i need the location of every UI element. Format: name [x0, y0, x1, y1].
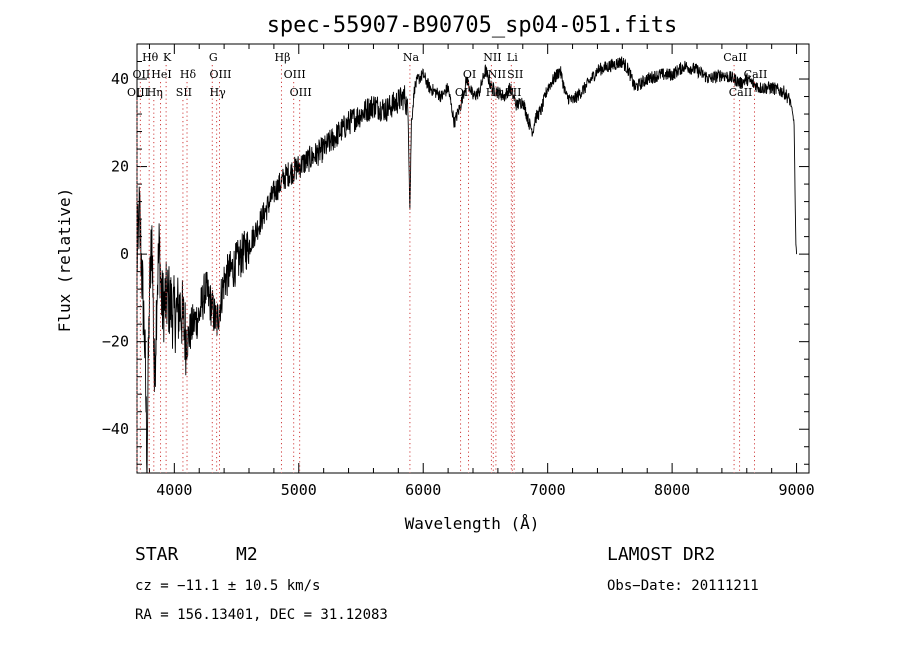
y-tick-label: 0	[120, 245, 129, 263]
survey-name: LAMOST DR2	[607, 544, 715, 565]
line-label-14: NII	[488, 68, 506, 81]
line-label-15: SII	[507, 68, 523, 81]
object-class: STAR	[135, 544, 179, 565]
chart-title: spec-55907-B90705_sp04-051.fits	[267, 13, 678, 38]
observation-date: Obs−Date: 20111211	[607, 578, 759, 594]
line-label-1: K	[163, 51, 172, 64]
spectrum-flux-line	[137, 56, 798, 473]
line-label-7: CaII	[723, 51, 747, 64]
y-tick-label: −20	[102, 333, 129, 351]
line-label-22: OI	[455, 86, 468, 99]
line-label-17: OIII	[127, 86, 149, 99]
redshift-readout: cz = −11.1 ± 10.5 km/s	[135, 578, 320, 594]
line-label-18: Hη	[147, 86, 163, 99]
x-axis-label: Wavelength (Å)	[405, 514, 540, 533]
line-label-4: Na	[403, 51, 420, 64]
line-label-0: Hθ	[142, 51, 159, 64]
line-label-10: Hδ	[180, 68, 197, 81]
line-label-13: OI	[463, 68, 476, 81]
x-tick-label: 9000	[778, 481, 814, 499]
x-tick-label: 4000	[156, 481, 192, 499]
line-label-6: Li	[507, 51, 518, 64]
plot-frame	[136, 43, 810, 474]
line-label-2: G	[209, 51, 218, 64]
line-label-23: Hα	[486, 86, 504, 99]
object-subclass: M2	[236, 544, 258, 565]
line-label-20: Hγ	[210, 86, 227, 99]
line-label-21: OIII	[290, 86, 312, 99]
x-tick-label: 6000	[405, 481, 441, 499]
y-axis-label: Flux (relative)	[55, 188, 74, 333]
line-label-25: CaII	[729, 86, 753, 99]
line-label-11: OIII	[209, 68, 231, 81]
x-tick-label: 5000	[281, 481, 317, 499]
y-tick-label: 20	[111, 158, 129, 176]
line-label-24: SII	[505, 86, 521, 99]
x-tick-label: 8000	[654, 481, 690, 499]
line-label-19: SII	[176, 86, 192, 99]
y-tick-label: 40	[111, 70, 129, 88]
line-label-16: CaII	[744, 68, 768, 81]
x-tick-label: 7000	[530, 481, 566, 499]
line-label-8: OII	[133, 68, 151, 81]
y-tick-label: −40	[102, 420, 129, 438]
line-label-5: NII	[483, 51, 501, 64]
line-label-12: OIII	[284, 68, 306, 81]
coordinates-readout: RA = 156.13401, DEC = 31.12083	[135, 607, 388, 623]
line-label-9: HeI	[151, 68, 171, 81]
line-label-3: Hβ	[275, 51, 291, 64]
